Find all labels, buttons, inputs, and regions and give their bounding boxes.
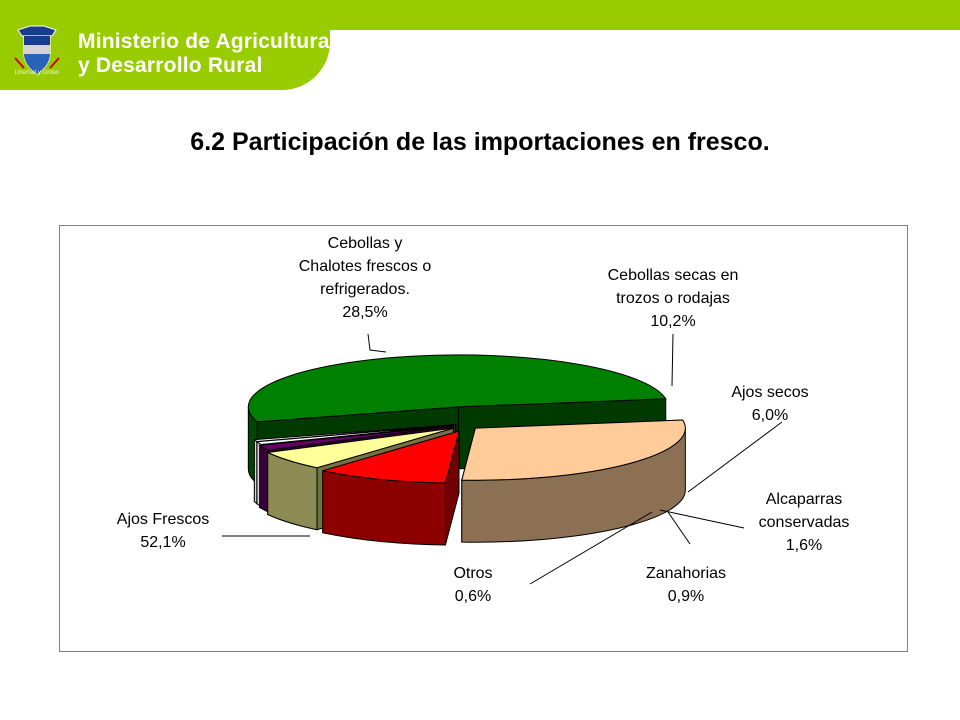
slice-2 (265, 427, 454, 469)
slice-side-3 (259, 444, 270, 513)
leader-line-0 (367, 333, 387, 353)
leader-line-4 (667, 511, 691, 545)
slice-6 (247, 354, 667, 423)
slice-name-label-0-2: refrigerados. (320, 281, 410, 298)
coat-of-arms-icon (14, 25, 60, 75)
slice-name-label-3-1: conservadas (759, 514, 850, 531)
slice-1 (322, 430, 460, 484)
slice-labels: Cebollas y Chalotes frescos o refrigerados… (117, 235, 850, 605)
ministry-header: Libertad y Orden Ministerio de Agricultu… (0, 0, 330, 90)
slice-name-label-1-0: Cebollas secas en (608, 267, 739, 284)
slice-name-label-0-0: Cebollas y (328, 235, 403, 252)
slice-name-label-0-1: Chalotes frescos o (299, 258, 432, 275)
leader-lines (222, 333, 783, 585)
slice-name-label-3-0: Alcaparras (766, 491, 842, 508)
slice-side-5 (253, 438, 258, 505)
slice-value-label-1: 10,2% (650, 313, 695, 330)
slice-3 (258, 425, 455, 451)
leader-line-2 (687, 421, 783, 493)
leader-line-3 (659, 509, 745, 529)
slide-title: 6.2 Participación de las importaciones e… (190, 128, 770, 156)
leader-line-5 (529, 511, 653, 585)
slice-name-label-1-1: trozos o rodajas (616, 290, 730, 307)
pie-tops (247, 354, 686, 484)
slice-value-label-0: 28,5% (342, 304, 387, 321)
slice-5 (253, 424, 456, 443)
slice-0 (461, 419, 686, 481)
slice-name-label-2-0: Ajos secos (731, 384, 808, 401)
slice-name-label-6-0: Ajos Frescos (117, 511, 209, 528)
slice-value-label-3: 1,6% (786, 537, 822, 554)
ministry-name-line2: y Desarrollo Rural (78, 54, 263, 77)
slice-value-label-6: 52,1% (140, 534, 185, 551)
slice-name-label-5-0: Otros (453, 565, 492, 582)
ministry-name-line1: Ministerio de Agricultura (78, 30, 330, 53)
chart-area: Cebollas y Chalotes frescos o refrigerados… (59, 225, 908, 652)
slice-value-label-2: 6,0% (752, 407, 788, 424)
slice-value-label-4: 0,9% (668, 588, 704, 605)
leader-line-1 (671, 333, 674, 387)
slice-name-label-4-0: Zanahorias (646, 565, 726, 582)
slice-value-label-5: 0,6% (455, 588, 491, 605)
pie-chart: Cebollas y Chalotes frescos o refrigerados… (117, 235, 850, 605)
crest-motto: Libertad y Orden (14, 70, 60, 76)
